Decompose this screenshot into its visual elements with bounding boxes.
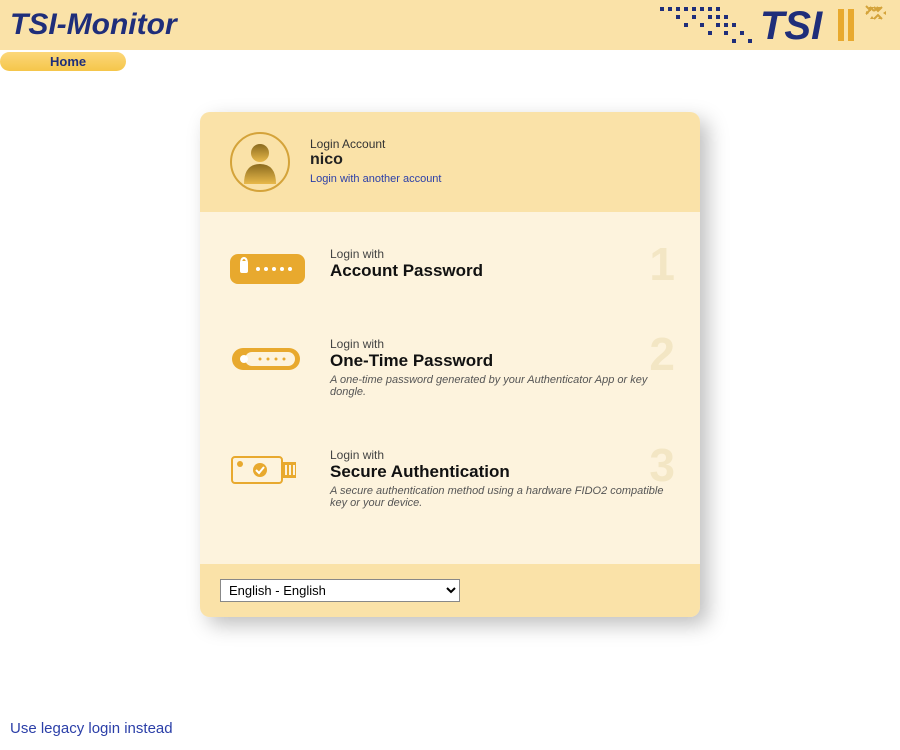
legacy-login-link[interactable]: Use legacy login instead [10,720,173,737]
option-number: 3 [649,438,675,492]
user-icon [240,140,280,184]
navbar: Home [0,50,900,72]
nav-home[interactable]: Home [0,52,126,71]
login-options: Login with Account Password 1 [200,212,700,564]
logo-area: TSI [660,5,890,45]
brand-title: TSI-Monitor [10,8,177,42]
header: TSI-Monitor TSI [0,0,900,50]
option-secure-auth[interactable]: Login with Secure Authentication A secur… [230,423,670,534]
avatar [230,132,290,192]
option-body: Login with Secure Authentication A secur… [330,448,670,509]
option-title: One-Time Password [330,351,670,371]
option-password[interactable]: Login with Account Password 1 [230,222,670,312]
account-info: Login Account nico Login with another ac… [310,137,441,187]
switch-account-link[interactable]: Login with another account [310,173,441,185]
password-icon [230,251,305,287]
option-title: Secure Authentication [330,462,670,482]
tsi-logo-icon: TSI [660,5,890,45]
card-header: Login Account nico Login with another ac… [200,112,700,212]
svg-text:TSI: TSI [760,5,823,45]
option-number: 2 [649,327,675,381]
option-sublabel: Login with [330,337,670,351]
otp-icon [230,341,305,377]
option-sublabel: Login with [330,247,670,261]
account-label: Login Account [310,137,441,151]
option-desc: A one-time password generated by your Au… [330,374,670,398]
option-sublabel: Login with [330,448,670,462]
fido-key-icon [230,452,305,488]
card-footer: English - English [200,564,700,617]
login-card: Login Account nico Login with another ac… [200,112,700,617]
language-select[interactable]: English - English [220,579,460,602]
option-body: Login with Account Password [330,247,670,281]
account-name: nico [310,151,441,169]
option-desc: A secure authentication method using a h… [330,485,670,509]
option-number: 1 [649,237,675,291]
option-title: Account Password [330,261,670,281]
option-otp[interactable]: Login with One-Time Password A one-time … [230,312,670,423]
option-body: Login with One-Time Password A one-time … [330,337,670,398]
main: Login Account nico Login with another ac… [0,72,900,617]
